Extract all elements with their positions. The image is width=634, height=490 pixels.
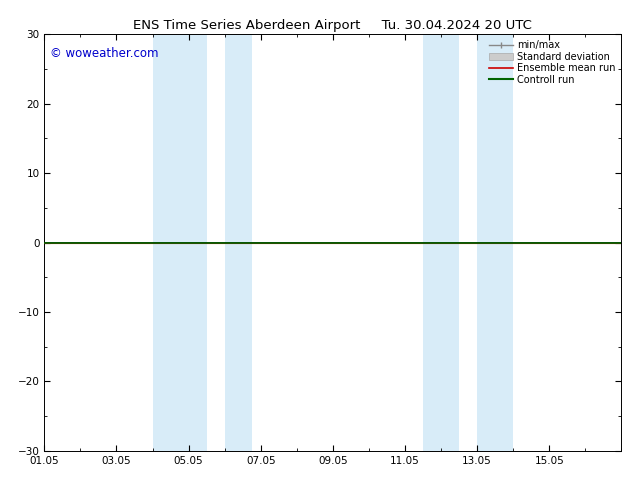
Bar: [423, 34, 459, 451]
Bar: [224, 34, 252, 451]
Bar: [153, 34, 207, 451]
Text: © woweather.com: © woweather.com: [50, 47, 158, 60]
Title: ENS Time Series Aberdeen Airport     Tu. 30.04.2024 20 UTC: ENS Time Series Aberdeen Airport Tu. 30.…: [133, 19, 533, 32]
Legend: min/max, Standard deviation, Ensemble mean run, Controll run: min/max, Standard deviation, Ensemble me…: [486, 37, 618, 87]
Bar: [477, 34, 513, 451]
